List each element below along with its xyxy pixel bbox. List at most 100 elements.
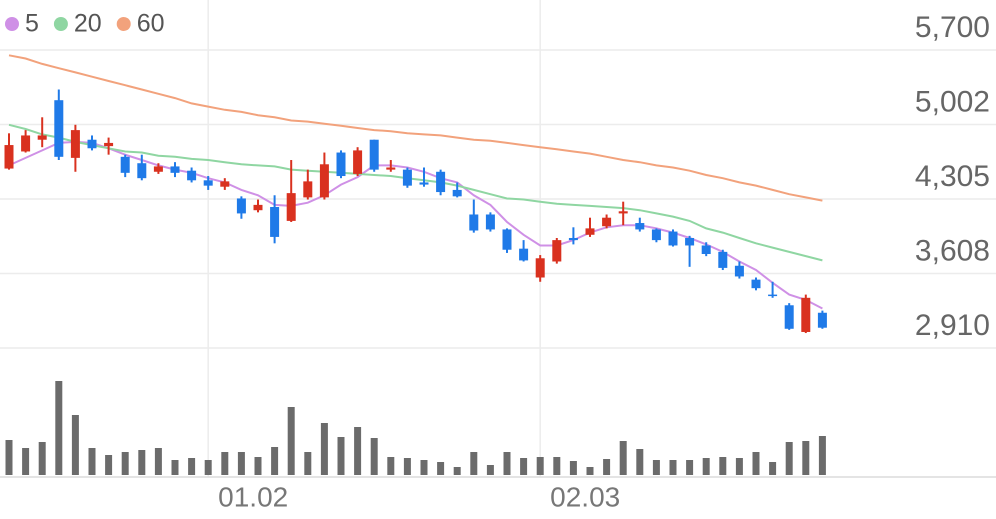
- volume-bar: [138, 450, 146, 475]
- volume-bar: [354, 427, 362, 475]
- volume-bar: [520, 458, 528, 475]
- candle-body: [120, 156, 130, 173]
- volume-bar: [437, 462, 445, 475]
- candle-body: [801, 297, 811, 332]
- legend-marker: [53, 17, 68, 31]
- candle-body: [369, 139, 379, 170]
- volume-bar: [304, 452, 312, 475]
- candle-body: [419, 182, 429, 185]
- volume-bar: [669, 460, 677, 475]
- volume-bar: [420, 460, 428, 475]
- volume-bar: [121, 452, 129, 475]
- candle-body: [784, 305, 794, 329]
- volume-bar: [603, 459, 611, 475]
- y-tick-label: 4,305: [915, 160, 990, 193]
- candle-body: [485, 214, 495, 230]
- candle-body: [668, 231, 678, 246]
- candle-body: [685, 237, 695, 246]
- candle-body: [37, 135, 47, 140]
- candle-body: [4, 145, 14, 169]
- candle-body: [768, 294, 778, 297]
- candle-body: [552, 240, 562, 262]
- volume-bar: [88, 448, 96, 475]
- volume-bar: [320, 423, 328, 475]
- volume-bar: [154, 448, 162, 475]
- volume-bar: [553, 457, 561, 475]
- volume-bar: [171, 460, 179, 475]
- candle-body: [469, 214, 479, 231]
- legend-label: 5: [25, 10, 39, 38]
- volume-bar: [204, 460, 212, 475]
- x-tick-label: 01.02: [218, 481, 288, 512]
- volume-bar: [387, 457, 395, 475]
- candle-body: [618, 211, 628, 214]
- volume-bar: [735, 458, 743, 475]
- volume-bar: [719, 457, 727, 475]
- volume-bar: [370, 438, 378, 475]
- candle-body: [153, 166, 163, 172]
- volume-bar: [71, 415, 79, 475]
- candle-body: [402, 169, 412, 186]
- candle-body: [353, 150, 363, 174]
- volume-bar: [38, 442, 46, 475]
- candle-body: [452, 189, 462, 197]
- candle-body: [436, 171, 446, 193]
- ma-line: [8, 54, 823, 202]
- volume-bar: [5, 440, 13, 475]
- candle-body: [104, 142, 114, 147]
- volume-bar: [470, 452, 478, 475]
- volume-bar: [105, 455, 113, 475]
- candle-body: [70, 130, 80, 158]
- volume-bar: [636, 449, 644, 475]
- candle-body: [718, 251, 728, 268]
- x-tick-label: 02.03: [550, 481, 620, 512]
- candle-body: [303, 181, 313, 198]
- volume-bar: [55, 381, 63, 475]
- volume-bar: [569, 461, 577, 475]
- candle-body: [386, 167, 396, 170]
- candle-body: [635, 223, 645, 230]
- legend-marker: [5, 17, 19, 31]
- candle-body: [602, 217, 612, 227]
- volume-bar: [769, 462, 777, 475]
- volume-bar: [403, 458, 411, 475]
- volume-bar: [287, 407, 295, 475]
- candle-body: [54, 100, 64, 157]
- volume-bar: [254, 457, 262, 475]
- volume-bar: [619, 441, 627, 475]
- volume-bar: [271, 447, 279, 475]
- candle-body: [236, 198, 246, 214]
- ma-line: [8, 140, 823, 310]
- volume-bar: [503, 452, 511, 475]
- candle-body: [817, 312, 827, 328]
- legend-label: 20: [74, 10, 102, 38]
- volume-bar: [188, 458, 196, 475]
- candle-body: [187, 170, 197, 181]
- volume-bar: [22, 448, 30, 475]
- volume-bar: [337, 437, 345, 475]
- y-tick-label: 5,002: [915, 85, 990, 118]
- volume-bar: [785, 442, 793, 475]
- y-tick-label: 5,700: [915, 11, 990, 44]
- candle-body: [502, 229, 512, 250]
- candle-body: [734, 265, 744, 277]
- volume-bar: [802, 441, 810, 475]
- volume-bar: [221, 452, 229, 475]
- candle-body: [286, 193, 296, 221]
- candle-body: [535, 258, 545, 278]
- volume-bar: [536, 457, 544, 475]
- volume-bar: [586, 467, 594, 475]
- candle-body: [751, 279, 761, 289]
- candle-body: [270, 207, 280, 237]
- volume-bar: [752, 452, 760, 475]
- volume-bar: [486, 465, 494, 475]
- volume-bar: [453, 467, 461, 475]
- candle-body: [87, 139, 97, 149]
- candle-body: [585, 228, 595, 235]
- y-tick-label: 3,608: [915, 234, 990, 267]
- candle-body: [568, 237, 578, 241]
- y-tick-label: 2,910: [915, 309, 990, 342]
- volume-bar: [237, 452, 245, 475]
